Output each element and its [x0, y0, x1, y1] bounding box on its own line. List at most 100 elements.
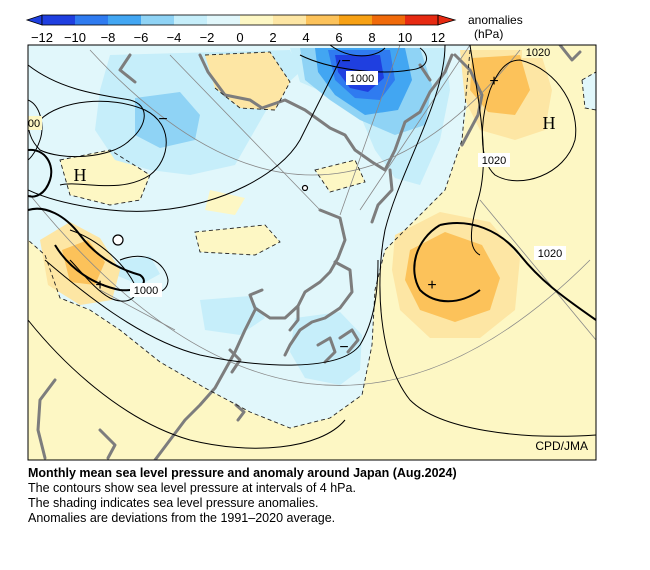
caption-line: The contours show sea level pressure at …	[28, 481, 356, 495]
coastline	[198, 53, 454, 172]
positive-anomaly-region	[315, 160, 365, 192]
isobar	[28, 99, 43, 161]
isobar	[28, 59, 341, 212]
positive-anomaly-center: +	[489, 73, 498, 90]
isobar	[44, 259, 379, 366]
high-pressure-marker: H	[74, 165, 87, 185]
zero-anomaly-line	[59, 149, 151, 206]
longitude-line	[169, 54, 321, 211]
colorbar-segment	[273, 15, 306, 25]
isobar	[28, 64, 145, 157]
coastline	[558, 45, 582, 62]
colorbar-tick: −8	[101, 30, 116, 45]
colorbar-tick: −10	[64, 30, 86, 45]
colorbar-tick: 10	[398, 30, 412, 45]
latitude-line	[29, 194, 591, 386]
colorbar-tick: 8	[368, 30, 375, 45]
coastline	[418, 63, 432, 82]
isobar-low-ring	[112, 234, 124, 246]
zero-anomaly-line	[581, 71, 596, 81]
positive-anomaly-center: +	[95, 277, 104, 294]
longitude-line	[339, 45, 401, 216]
positive-anomaly-region	[405, 232, 500, 322]
colorbar-tick: 2	[269, 30, 276, 45]
coastline	[153, 308, 257, 460]
coastline	[36, 378, 57, 460]
coastline	[370, 168, 394, 224]
contour-label: 1020	[538, 248, 562, 260]
coastline	[248, 288, 300, 320]
isobar	[379, 45, 596, 437]
legend-title: anomalies	[468, 13, 523, 27]
isobar-1020	[439, 222, 596, 321]
positive-anomaly-center: +	[427, 277, 436, 294]
isobar-low-ring	[301, 184, 309, 192]
contour-label: 1020	[482, 155, 506, 167]
figure-caption: Monthly mean sea level pressure and anom…	[28, 466, 628, 526]
coastline	[288, 208, 347, 332]
high-pressure-marker: H	[543, 113, 556, 133]
positive-anomaly-region	[60, 150, 150, 205]
coastline	[234, 403, 246, 422]
colorbar-tick: −2	[200, 30, 215, 45]
isobar	[329, 45, 386, 57]
latitude-line	[89, 49, 521, 176]
negative-anomaly-region	[290, 312, 362, 385]
colorbar-segment	[75, 15, 108, 25]
colorbar-tick: 4	[302, 30, 309, 45]
coastline	[228, 348, 242, 374]
map-frame	[27, 44, 597, 461]
contour-label: 00	[28, 118, 40, 130]
colorbar-tick: 12	[431, 30, 445, 45]
negative-anomaly-center: −	[341, 53, 350, 70]
caption-title: Monthly mean sea level pressure and anom…	[28, 466, 457, 480]
longitude-line	[359, 45, 471, 211]
negative-anomaly-region	[135, 92, 200, 148]
map-panel: 00 1000 1020 1020 1020 1000 H H − − − + …	[27, 44, 597, 461]
colorbar-tick: 6	[335, 30, 342, 45]
caption-line: The shading indicates sea level pressure…	[28, 496, 319, 510]
colorbar-segment	[174, 15, 207, 25]
colorbar-tick: −6	[134, 30, 149, 45]
colorbar-tick: −12	[31, 30, 53, 45]
map-credit: CPD/JMA	[535, 439, 588, 453]
coastline	[453, 53, 484, 147]
isobar	[28, 319, 346, 449]
positive-anomaly-region	[470, 55, 530, 115]
colorbar-segment	[42, 15, 75, 25]
isobar	[69, 229, 137, 302]
colorbar-segment	[339, 15, 372, 25]
contour-label: 1020	[526, 47, 550, 59]
negative-anomaly-center: −	[339, 339, 348, 356]
colorbar-segment	[372, 15, 405, 25]
coastline	[98, 428, 117, 460]
colorbar-right-arrow	[437, 14, 457, 26]
contour-label: 1000	[134, 285, 158, 297]
contour-label: 1000	[350, 73, 374, 85]
isobar	[299, 47, 428, 73]
negative-anomaly-region	[582, 72, 596, 110]
caption-line: Anomalies are deviations from the 1991–2…	[28, 511, 336, 525]
isobar-1020	[28, 148, 53, 198]
colorbar-segment	[108, 15, 141, 25]
coastline	[118, 53, 137, 84]
zero-anomaly-line	[28, 49, 471, 429]
legend-unit: (hPa)	[474, 27, 503, 41]
colorbar-segment	[405, 15, 438, 25]
longitude-line	[99, 289, 176, 331]
colorbar-left-arrow	[25, 14, 43, 26]
coastline	[316, 336, 337, 364]
isobar	[469, 45, 484, 256]
isobar	[39, 100, 167, 187]
colorbar-segment	[207, 15, 240, 25]
longitude-line	[479, 199, 596, 341]
anomaly-colorbar: −12 −10 −8 −6 −4 −2 0 2 4 6 8 10 12 anom…	[25, 13, 523, 45]
isobar-1020	[28, 207, 145, 292]
coastline	[283, 260, 354, 357]
negative-anomaly-region	[118, 256, 160, 285]
zero-anomaly-line	[194, 224, 281, 256]
colorbar-segment	[141, 15, 174, 25]
colorbar-tick: −4	[167, 30, 182, 45]
zero-anomaly-line	[581, 79, 596, 111]
